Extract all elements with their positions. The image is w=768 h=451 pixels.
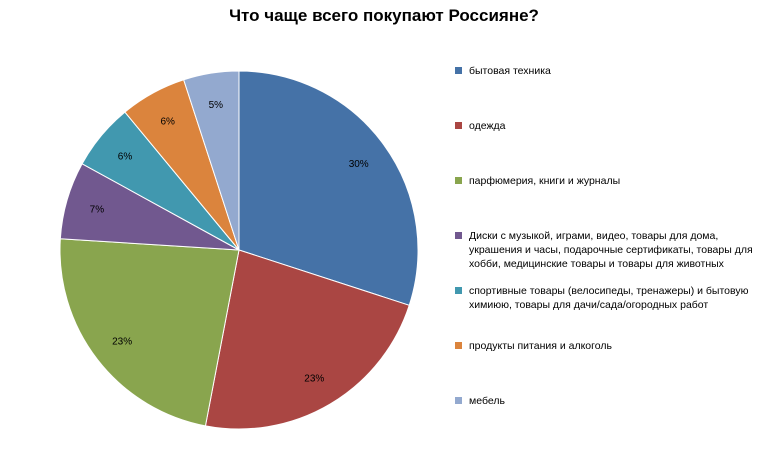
- legend-label: бытовая техника: [469, 65, 551, 77]
- legend-swatch: [455, 342, 462, 349]
- legend-swatch: [455, 122, 462, 129]
- legend-item: мебель: [455, 394, 765, 408]
- pie-slice: [59, 238, 240, 427]
- pie-slice: [183, 70, 240, 251]
- legend-label: парфюмерия, книги и журналы: [469, 175, 621, 187]
- legend-item: Диски с музыкой, играми, видео, товары д…: [455, 229, 765, 271]
- slice-data-label: 23%: [304, 373, 324, 384]
- chart-title: Что чаще всего покупают Россияне?: [229, 6, 539, 25]
- slice-data-label: 7%: [90, 205, 105, 216]
- legend-label: мебель: [469, 395, 505, 407]
- legend-item: парфюмерия, книги и журналы: [455, 174, 765, 188]
- legend-item: спортивные товары (велосипеды, тренажеры…: [455, 284, 765, 312]
- slice-data-label: 6%: [118, 152, 133, 163]
- legend-label: спортивные товары (велосипеды, тренажеры…: [469, 285, 749, 311]
- pie-slice: [238, 70, 419, 306]
- slice-data-label: 30%: [349, 159, 369, 170]
- slice-data-label: 5%: [209, 100, 224, 111]
- slice-data-label: 23%: [112, 337, 132, 348]
- legend-swatch: [455, 287, 462, 294]
- legend-label: Диски с музыкой, играми, видео, товары д…: [469, 230, 753, 270]
- legend-label: одежда: [469, 120, 506, 132]
- legend-item: одежда: [455, 119, 765, 133]
- slice-data-label: 6%: [160, 116, 175, 127]
- legend-swatch: [455, 397, 462, 404]
- legend-item: продукты питания и алкоголь: [455, 339, 765, 353]
- legend-item: бытовая техника: [455, 64, 765, 78]
- legend-swatch: [455, 177, 462, 184]
- legend-swatch: [455, 67, 462, 74]
- legend-label: продукты питания и алкоголь: [469, 340, 612, 352]
- legend-swatch: [455, 232, 462, 239]
- pie-slice: [204, 249, 410, 430]
